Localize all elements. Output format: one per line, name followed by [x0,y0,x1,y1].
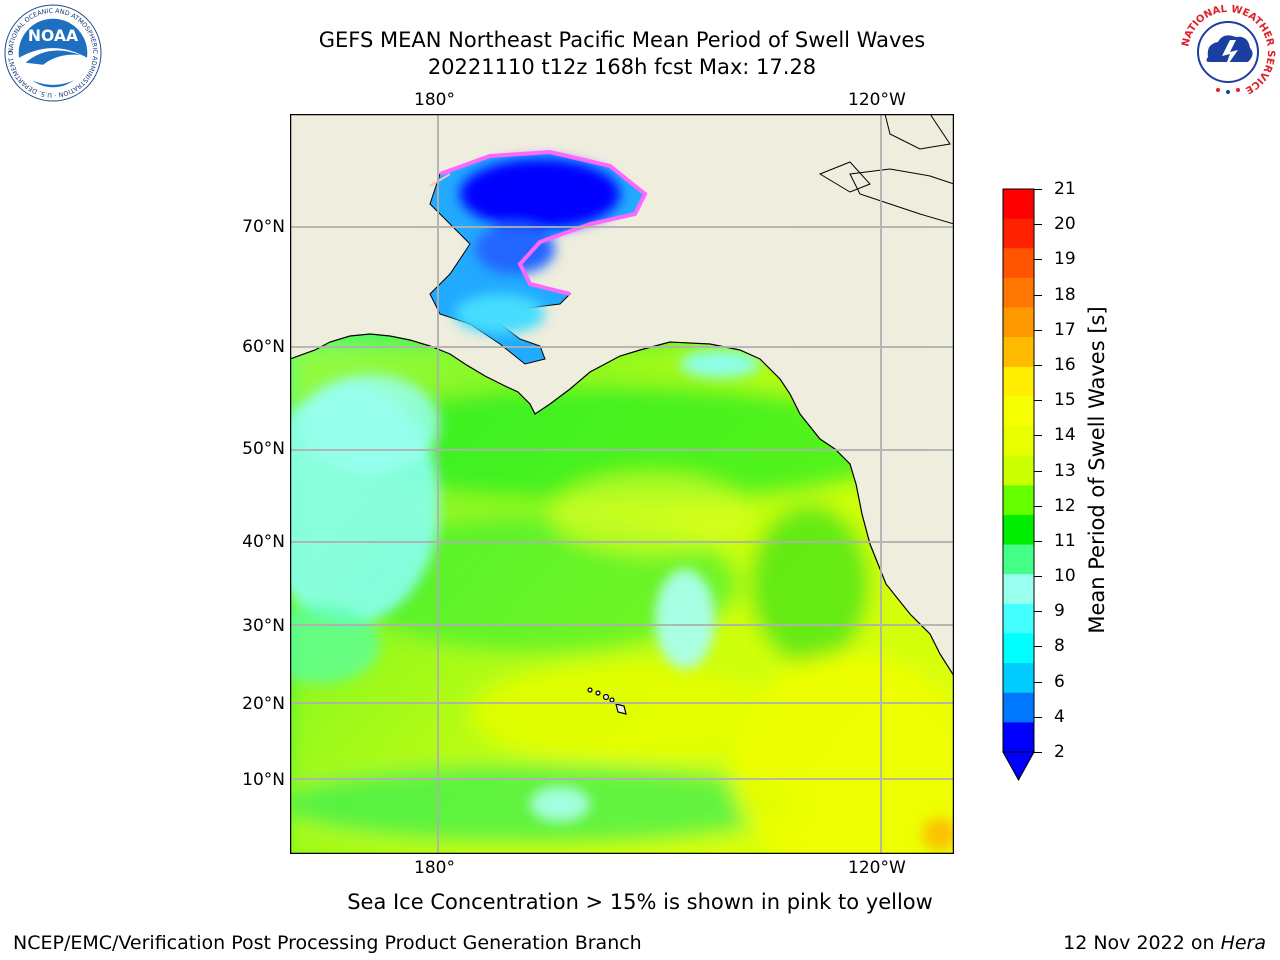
colorbar-tick-mark [1034,611,1042,613]
lon-label-top-180: 180° [414,90,455,110]
colorbar-tick-mark [1034,505,1042,507]
colorbar-tick-mark [1034,189,1042,190]
colorbar-tick-label: 14 [1054,425,1076,446]
sea-ice-chukchi [475,224,555,274]
map-gridlines [290,114,954,854]
colorbar-tick-mark [1034,364,1042,366]
colorbar-swatch [1003,248,1034,279]
colorbar-swatch [1003,574,1034,605]
green-band-north [320,384,920,504]
land-north-america [290,114,954,678]
colorbar-tick-mark [1034,576,1042,578]
colorbar-label: Mean Period of Swell Waves [s] [1085,306,1109,634]
colorbar-swatch [1003,366,1034,397]
colorbar-tick-mark [1034,681,1042,683]
colorbar [1002,188,1035,782]
lat-label-10n: 10°N [242,770,285,790]
footer-host: Hera [1220,932,1266,954]
colorbar-tick-mark [1034,259,1042,261]
colorbar-swatch [1003,544,1034,575]
lon-label-bottom-180: 180° [414,858,455,878]
colorbar-tick-mark [1034,224,1042,226]
nws-logo: NATIONAL WEATHER SERVICE [1180,4,1276,100]
colorbar-tick-label: 16 [1054,354,1076,375]
sea-ice-core [460,159,620,229]
colorbar-tick-mark [1034,294,1042,296]
lat-label-30n: 30°N [242,616,285,636]
lat-label-70n: 70°N [242,217,285,237]
colorbar-tick-mark [1034,435,1042,437]
colorbar-swatch [1003,396,1034,427]
footer-left: NCEP/EMC/Verification Post Processing Pr… [13,932,642,954]
colorbar-swatch [1003,692,1034,723]
lon-label-top-120w: 120°W [848,90,906,110]
colorbar-swatch [1003,455,1034,486]
hawaiian-islands [587,687,627,715]
lat-label-60n: 60°N [242,337,285,357]
colorbar-swatch [1003,307,1034,338]
lat-label-20n: 20°N [242,694,285,714]
colorbar-swatch [1003,218,1034,249]
colorbar-tick-mark [1034,540,1042,542]
colorbar-tick-mark [1034,400,1042,402]
colorbar-tick-label: 13 [1054,460,1076,481]
colorbar-tick-label: 18 [1054,284,1076,305]
colorbar-tick-label: 9 [1054,601,1065,622]
colorbar-tick-label: 17 [1054,319,1076,340]
sea-ice-note: Sea Ice Concentration > 15% is shown in … [347,890,933,914]
noaa-logo-text: NOAA [28,26,79,45]
colorbar-extend-triangle [1002,751,1035,782]
colorbar-swatch [1003,426,1034,457]
green-band-east [750,504,870,664]
bering-ice-cyan [455,294,545,334]
colorbar-tick-label: 11 [1054,530,1076,551]
chart-subtitle: 20221110 t12z 168h fcst Max: 17.28 [427,55,817,79]
lat-label-40n: 40°N [242,532,285,552]
colorbar-tick-label: 8 [1054,636,1065,657]
colorbar-tick-label: 15 [1054,390,1076,411]
arctic-islands [818,114,954,225]
noaa-logo: NATIONAL OCEANIC AND ATMOSPHERIC ADMINIS… [4,4,102,102]
sea-ice-edge-pink [439,149,648,296]
colorbar-swatch [1003,722,1034,753]
colorbar-tick-label: 21 [1054,179,1076,199]
cyan-patch-central [655,569,715,669]
colorbar-tick-label: 12 [1054,495,1076,516]
lon-label-bottom-120w: 120°W [848,858,906,878]
colorbar-swatch [1003,189,1034,220]
colorbar-tick-mark [1034,752,1042,753]
colorbar-swatch [1003,277,1034,309]
colorbar-tick-label: 10 [1054,566,1076,587]
cyan-patch-gulf [680,350,760,378]
colorbar-tick-mark [1034,716,1042,718]
swell-period-map [290,114,954,854]
colorbar-swatch [1003,337,1034,368]
colorbar-tick-mark [1034,646,1042,648]
colorbar-tick-label: 20 [1054,214,1076,235]
footer-right: 12 Nov 2022 on Hera [1063,932,1266,954]
colorbar-tick-label: 4 [1054,706,1065,727]
cyan-patch-south [530,786,590,822]
yellow-region-center [470,664,770,764]
colorbar-tick-mark [1034,470,1042,472]
colorbar-swatch [1003,514,1034,546]
colorbar-tick-label: 6 [1054,671,1065,692]
colorbar-swatch [1003,633,1034,664]
orange-patch-se [922,818,954,850]
yellow-region-se [730,654,954,854]
colorbar-swatch [1003,603,1034,634]
colorbar-tick-label: 2 [1054,742,1065,762]
chart-title: GEFS MEAN Northeast Pacific Mean Period … [318,28,926,52]
colorbar-tick-mark [1034,329,1042,331]
yellow-region-north [550,474,750,554]
colorbar-tick-label: 19 [1054,249,1076,270]
cyan-patch-west-2 [300,374,440,474]
colorbar-swatch [1003,663,1034,694]
colorbar-swatch [1003,485,1034,516]
footer-date: 12 Nov 2022 on [1063,932,1221,954]
lat-label-50n: 50°N [242,439,285,459]
